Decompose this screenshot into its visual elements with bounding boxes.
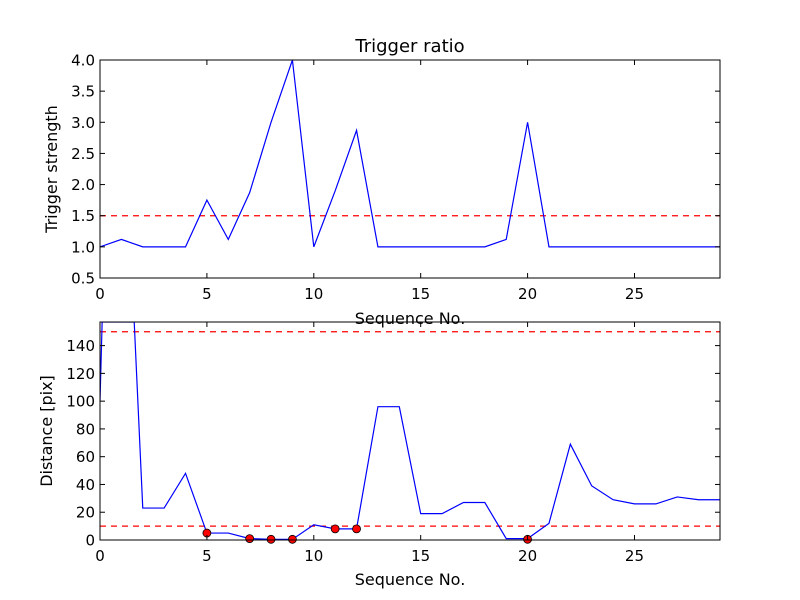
axes-frame — [99, 321, 721, 541]
y-tick-label: 100 — [66, 393, 95, 411]
x-tick-label: 5 — [202, 547, 212, 565]
y-tick-label: 40 — [76, 476, 95, 494]
y-tick-label: 20 — [76, 504, 95, 522]
y-tick-label: 80 — [76, 420, 95, 438]
y-tick-label: 1.5 — [71, 207, 95, 225]
y-tick-label: 120 — [66, 365, 95, 383]
plot-area — [100, 322, 720, 540]
x-tick-label: 5 — [202, 285, 212, 303]
x-tick-label: 10 — [304, 285, 323, 303]
y-axis-label: Trigger strength — [42, 105, 61, 234]
trigger-ratio-plot: 0 5 10 15 20 25 0.5 1.0 1.5 2.0 2.5 3.0 3.5 4.0 Sequen… — [42, 36, 721, 328]
x-tick-label: 0 — [95, 547, 105, 565]
x-tick-label: 0 — [95, 285, 105, 303]
x-axis-label: Sequence No. — [355, 309, 466, 328]
y-tick-label: 3.0 — [71, 114, 95, 132]
x-tick-label: 10 — [304, 547, 323, 565]
y-tick-label: 2.5 — [71, 145, 95, 163]
y-axis-label: Distance [pix] — [37, 375, 56, 487]
y-tick-label: 4.0 — [71, 52, 95, 70]
data-point-marker — [245, 534, 255, 544]
y-tick-label: 60 — [76, 448, 95, 466]
x-tick-label: 20 — [518, 285, 537, 303]
x-tick-label: 25 — [625, 285, 644, 303]
x-tick-label: 15 — [411, 547, 430, 565]
data-point-marker — [266, 534, 276, 544]
y-tick-label: 0.5 — [71, 270, 95, 288]
y-tick-label: 140 — [66, 337, 95, 355]
x-tick-label: 20 — [518, 547, 537, 565]
data-point-marker — [330, 524, 340, 534]
y-tick-label: 3.5 — [71, 83, 95, 101]
distance-plot: 0 5 10 15 20 25 0 20 40 60 80 100 120 140 Sequence No.… — [37, 321, 721, 589]
y-tick-label: 0 — [85, 532, 95, 550]
axes-frame — [99, 59, 721, 279]
y-tick-label: 2.0 — [71, 176, 95, 194]
plot-area — [100, 60, 720, 248]
y-tick-label: 1.0 — [71, 238, 95, 256]
data-point-marker — [288, 534, 297, 544]
x-tick-label: 15 — [411, 285, 430, 303]
series-line — [100, 60, 720, 248]
data-point-marker — [352, 524, 361, 534]
series-line — [100, 322, 720, 540]
x-tick-label: 25 — [625, 547, 644, 565]
x-axis-label: Sequence No. — [355, 570, 466, 589]
chart-title: Trigger ratio — [354, 36, 464, 57]
